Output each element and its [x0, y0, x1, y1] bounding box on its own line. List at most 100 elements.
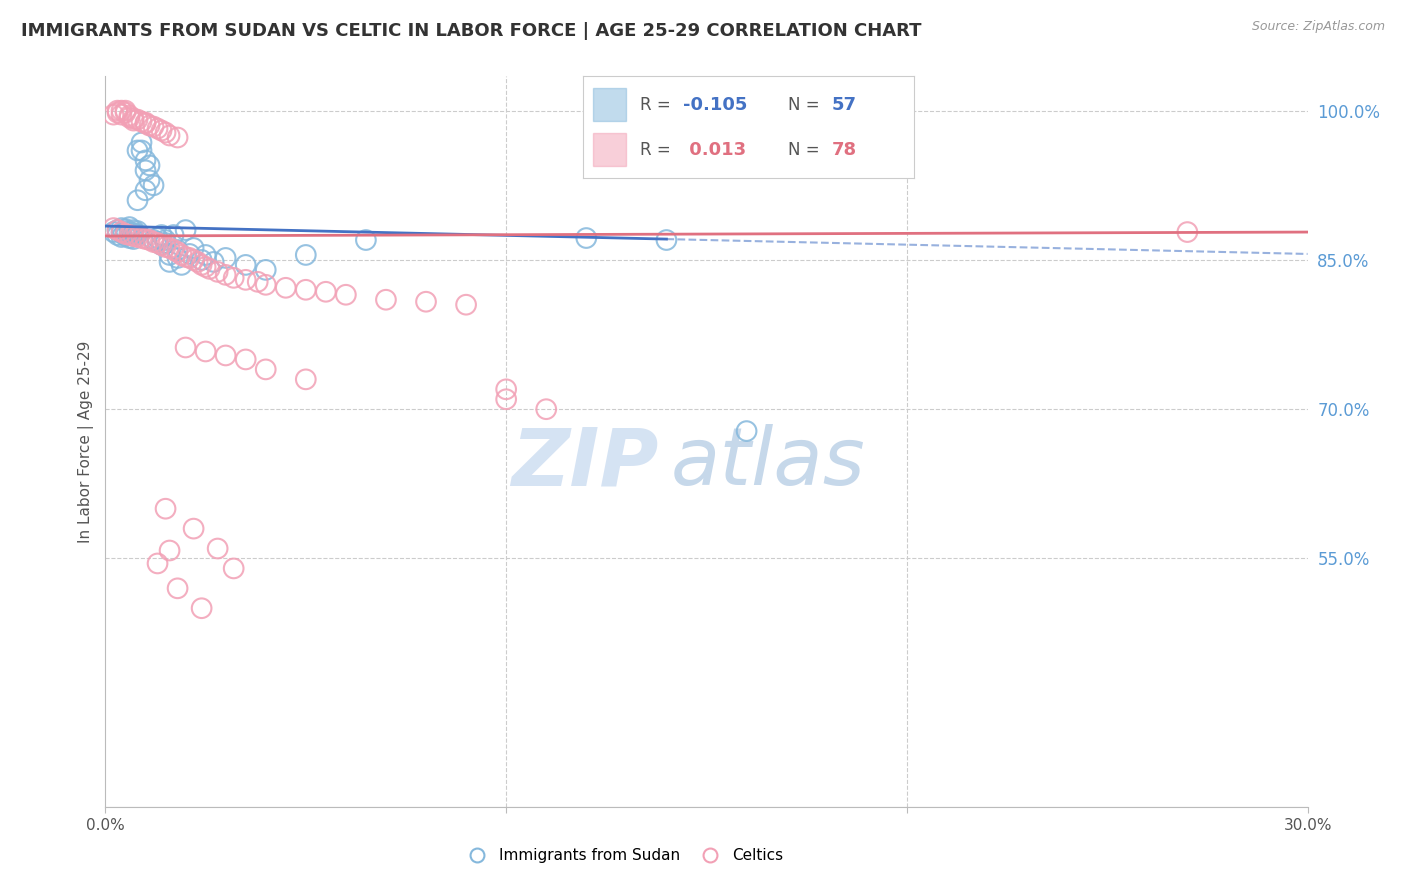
- Point: [107, 223, 129, 237]
- Point: [138, 158, 160, 172]
- Point: [122, 229, 145, 244]
- Point: [146, 121, 169, 136]
- Point: [146, 231, 169, 245]
- Point: [198, 261, 221, 276]
- Point: [179, 247, 201, 261]
- Point: [155, 501, 177, 516]
- Point: [159, 543, 181, 558]
- Point: [159, 255, 181, 269]
- Point: [222, 270, 245, 285]
- Point: [131, 231, 153, 245]
- Text: 57: 57: [831, 95, 856, 113]
- Point: [150, 228, 173, 243]
- Point: [170, 248, 193, 262]
- Point: [118, 109, 141, 123]
- Point: [135, 232, 157, 246]
- Point: [155, 233, 177, 247]
- Point: [235, 352, 257, 367]
- Point: [207, 265, 229, 279]
- Point: [135, 117, 157, 131]
- Point: [254, 263, 277, 277]
- Point: [107, 228, 129, 243]
- Point: [118, 228, 141, 243]
- Point: [254, 362, 277, 376]
- Point: [155, 235, 177, 250]
- Point: [495, 382, 517, 396]
- Point: [155, 240, 177, 254]
- Point: [131, 136, 153, 150]
- Point: [122, 113, 145, 128]
- Point: [110, 108, 132, 122]
- Text: -0.105: -0.105: [683, 95, 747, 113]
- Point: [166, 251, 188, 265]
- Point: [114, 227, 136, 241]
- Point: [146, 557, 169, 571]
- Point: [110, 230, 132, 244]
- Point: [454, 298, 477, 312]
- Point: [194, 344, 217, 359]
- Point: [118, 220, 141, 235]
- Point: [110, 225, 132, 239]
- Text: ZIP: ZIP: [510, 425, 658, 502]
- Point: [170, 258, 193, 272]
- Point: [254, 277, 277, 292]
- Point: [107, 103, 129, 118]
- Point: [135, 163, 157, 178]
- Point: [190, 252, 212, 267]
- Point: [142, 120, 165, 134]
- Point: [131, 114, 153, 128]
- Point: [114, 229, 136, 244]
- Point: [107, 105, 129, 120]
- Point: [142, 178, 165, 193]
- Text: N =: N =: [789, 95, 825, 113]
- Point: [222, 561, 245, 575]
- Point: [103, 221, 125, 235]
- Point: [194, 248, 217, 262]
- Point: [235, 273, 257, 287]
- Point: [295, 248, 318, 262]
- Y-axis label: In Labor Force | Age 25-29: In Labor Force | Age 25-29: [79, 341, 94, 542]
- Point: [183, 241, 205, 255]
- Point: [107, 223, 129, 237]
- Point: [135, 153, 157, 168]
- Point: [207, 541, 229, 556]
- Point: [655, 233, 678, 247]
- Text: R =: R =: [640, 95, 676, 113]
- Point: [1177, 225, 1199, 239]
- Point: [166, 243, 188, 257]
- Point: [159, 248, 181, 262]
- Point: [159, 128, 181, 143]
- Point: [150, 238, 173, 252]
- Point: [166, 244, 188, 259]
- Point: [315, 285, 337, 299]
- Point: [131, 144, 153, 158]
- Point: [138, 173, 160, 187]
- Point: [274, 281, 297, 295]
- Point: [190, 601, 212, 615]
- Point: [146, 235, 169, 249]
- Point: [127, 227, 149, 241]
- Point: [174, 223, 197, 237]
- Point: [155, 126, 177, 140]
- Text: IMMIGRANTS FROM SUDAN VS CELTIC IN LABOR FORCE | AGE 25-29 CORRELATION CHART: IMMIGRANTS FROM SUDAN VS CELTIC IN LABOR…: [21, 22, 921, 40]
- Point: [159, 241, 181, 255]
- Point: [235, 258, 257, 272]
- Point: [295, 283, 318, 297]
- Point: [110, 103, 132, 118]
- Point: [183, 252, 205, 267]
- Point: [166, 582, 188, 596]
- Point: [214, 268, 236, 282]
- Point: [103, 225, 125, 239]
- Point: [187, 255, 209, 269]
- Point: [103, 108, 125, 122]
- Point: [127, 112, 149, 127]
- Point: [135, 115, 157, 129]
- Legend: Immigrants from Sudan, Celtics: Immigrants from Sudan, Celtics: [456, 842, 789, 869]
- Text: 0.013: 0.013: [683, 141, 745, 159]
- Point: [118, 111, 141, 125]
- Point: [110, 221, 132, 235]
- Point: [127, 230, 149, 244]
- Point: [415, 294, 437, 309]
- Point: [122, 223, 145, 237]
- Point: [138, 119, 160, 133]
